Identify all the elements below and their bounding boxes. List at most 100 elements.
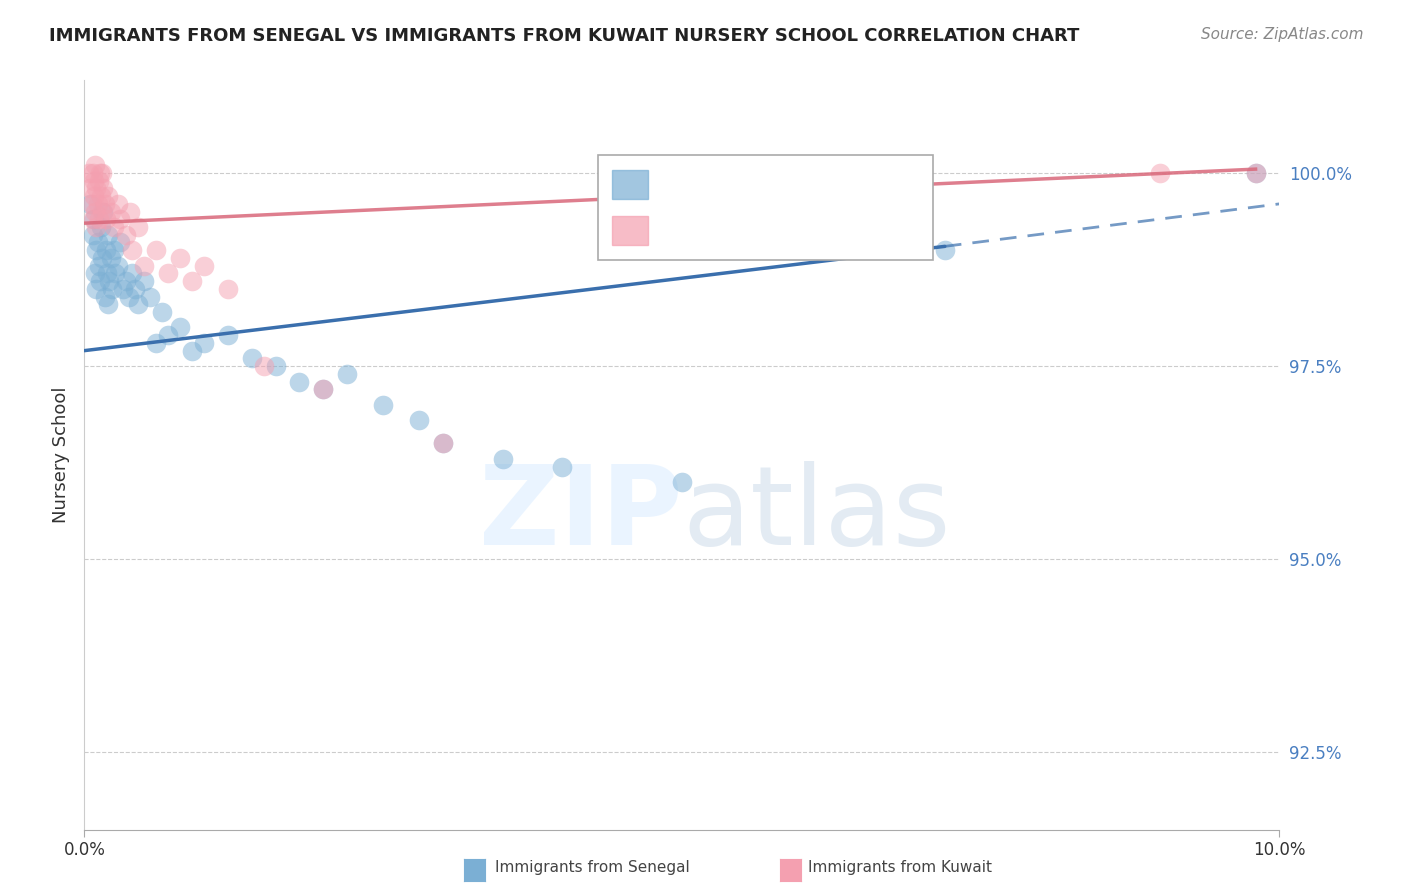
Point	[124, 282, 146, 296]
Text: Source: ZipAtlas.com: Source: ZipAtlas.com	[1201, 27, 1364, 42]
Point	[107, 197, 129, 211]
Point	[121, 244, 143, 258]
Point	[157, 328, 180, 343]
Point	[79, 181, 101, 195]
Point	[127, 297, 149, 311]
Point	[551, 459, 574, 474]
Point	[181, 274, 204, 288]
Text: Immigrants from Kuwait: Immigrants from Kuwait	[808, 860, 993, 874]
Point	[1244, 166, 1267, 180]
Point	[86, 235, 108, 250]
Point	[93, 289, 115, 303]
Point	[87, 212, 110, 227]
Point	[117, 289, 139, 303]
Point	[97, 227, 120, 242]
Point	[312, 382, 335, 396]
Point	[93, 197, 115, 211]
Point	[110, 235, 132, 250]
Point	[94, 244, 117, 258]
Point	[111, 282, 134, 296]
Point	[82, 227, 104, 242]
Point	[77, 166, 100, 180]
Point	[103, 244, 125, 258]
Point	[82, 212, 104, 227]
Point	[91, 251, 114, 265]
Point	[217, 282, 239, 296]
Point	[91, 166, 114, 180]
Text: Immigrants from Senegal: Immigrants from Senegal	[495, 860, 690, 874]
Point	[79, 197, 101, 211]
Point	[408, 413, 430, 427]
Point	[100, 251, 122, 265]
Text: ZIP: ZIP	[478, 461, 682, 568]
Point	[100, 204, 122, 219]
Point	[118, 204, 141, 219]
Point	[115, 227, 138, 242]
Point	[83, 212, 105, 227]
Point	[104, 266, 127, 280]
Point	[121, 266, 143, 280]
Point	[169, 251, 191, 265]
Point	[84, 204, 107, 219]
Point	[84, 266, 107, 280]
Point	[101, 282, 124, 296]
Point	[492, 451, 515, 466]
Y-axis label: Nursery School: Nursery School	[52, 386, 70, 524]
Point	[139, 289, 162, 303]
Point	[127, 220, 149, 235]
Point	[145, 335, 167, 350]
Point	[86, 244, 108, 258]
Point	[86, 181, 108, 195]
Point	[432, 436, 454, 450]
Point	[193, 259, 215, 273]
Point	[87, 259, 110, 273]
Point	[97, 189, 120, 203]
Point	[193, 335, 215, 350]
Point	[288, 375, 311, 389]
Point	[1149, 166, 1171, 180]
Point	[84, 158, 107, 172]
Point	[312, 382, 335, 396]
Point	[83, 174, 105, 188]
Point	[89, 166, 111, 180]
Point	[336, 367, 359, 381]
Point	[97, 297, 120, 311]
Point	[91, 204, 114, 219]
Point	[96, 266, 118, 280]
Point	[934, 244, 956, 258]
Point	[86, 197, 108, 211]
Point	[82, 166, 104, 180]
Point	[157, 266, 180, 280]
Point	[253, 359, 276, 373]
Point	[80, 197, 103, 211]
Text: IMMIGRANTS FROM SENEGAL VS IMMIGRANTS FROM KUWAIT NURSERY SCHOOL CORRELATION CHA: IMMIGRANTS FROM SENEGAL VS IMMIGRANTS FR…	[49, 27, 1080, 45]
Point	[90, 220, 112, 235]
Point	[240, 351, 263, 366]
Point	[181, 343, 204, 358]
Point	[90, 189, 112, 203]
Point	[93, 204, 115, 219]
Point	[86, 220, 108, 235]
Point	[150, 305, 173, 319]
Point	[132, 259, 156, 273]
Point	[264, 359, 287, 373]
Point	[169, 320, 191, 334]
Point	[107, 259, 129, 273]
Point	[217, 328, 239, 343]
Point	[94, 212, 117, 227]
Point	[87, 174, 110, 188]
Text: atlas: atlas	[682, 461, 950, 568]
Point	[373, 398, 395, 412]
Point	[1244, 166, 1267, 180]
Point	[110, 212, 132, 227]
Point	[132, 274, 156, 288]
Point	[83, 189, 105, 203]
Point	[89, 274, 111, 288]
Point	[86, 282, 108, 296]
Point	[103, 220, 125, 235]
Point	[115, 274, 138, 288]
Point	[432, 436, 454, 450]
Point	[93, 181, 115, 195]
Point	[671, 475, 693, 489]
Point	[145, 244, 167, 258]
